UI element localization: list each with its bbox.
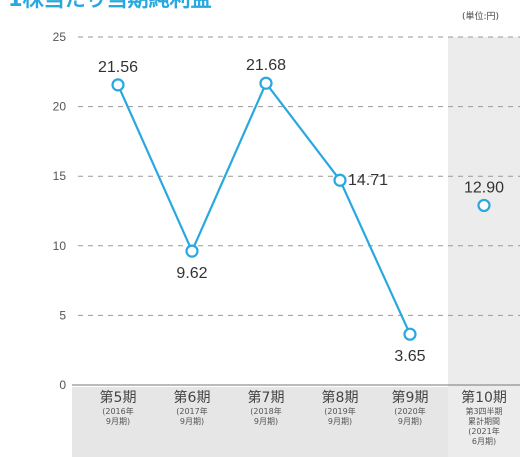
data-label: 12.90 [464,179,504,196]
x-tick-sublabel: (2016年 [102,406,133,416]
y-tick-label: 10 [53,239,67,253]
data-label: 3.65 [394,348,425,365]
x-tick-label: 第9期 [392,389,429,406]
x-axis-band [72,387,448,457]
y-tick-label: 25 [53,30,67,44]
y-tick-label: 15 [53,169,67,183]
x-tick-label: 第8期 [322,389,359,406]
x-tick-sublabel: (2019年 [324,406,355,416]
data-point [111,78,125,92]
series-line [116,82,412,335]
y-tick-label: 20 [53,100,67,114]
x-tick-sublabel: (2018年 [250,406,281,416]
y-tick-label: 0 [59,378,66,392]
data-point [259,76,273,90]
data-label: 9.62 [176,265,207,282]
x-tick-sublabel: 9月期) [398,417,422,426]
x-tick-sublabel: (2017年 [176,406,207,416]
x-tick-sublabel: 6月期) [472,437,496,446]
x-tick-sublabel: 9月期) [180,417,204,426]
x-tick-sublabel: 9月期) [254,417,278,426]
data-label: 14.71 [348,172,388,189]
data-point [185,244,199,258]
x-tick-sublabel: 累計期間 [468,416,500,426]
x-tick-sublabel: 第3四半期 [465,406,502,416]
x-tick-sublabel: 9月期) [106,417,130,426]
data-label: 21.68 [246,57,286,74]
chart-title: 1株当たり当期純利益 [8,0,212,11]
x-tick-label: 第10期 [461,389,507,406]
data-point [403,327,417,341]
unit-label: (単位:円) [462,10,499,22]
x-tick-sublabel: (2021年 [468,426,499,436]
x-tick-label: 第5期 [100,389,137,406]
y-tick-label: 5 [59,308,66,322]
x-tick-label: 第6期 [174,389,211,406]
data-label: 21.56 [98,59,138,76]
x-tick-sublabel: (2020年 [394,406,425,416]
x-tick-sublabel: 9月期) [328,417,352,426]
x-tick-label: 第7期 [248,389,285,406]
data-point [477,198,491,213]
data-point [333,173,347,187]
